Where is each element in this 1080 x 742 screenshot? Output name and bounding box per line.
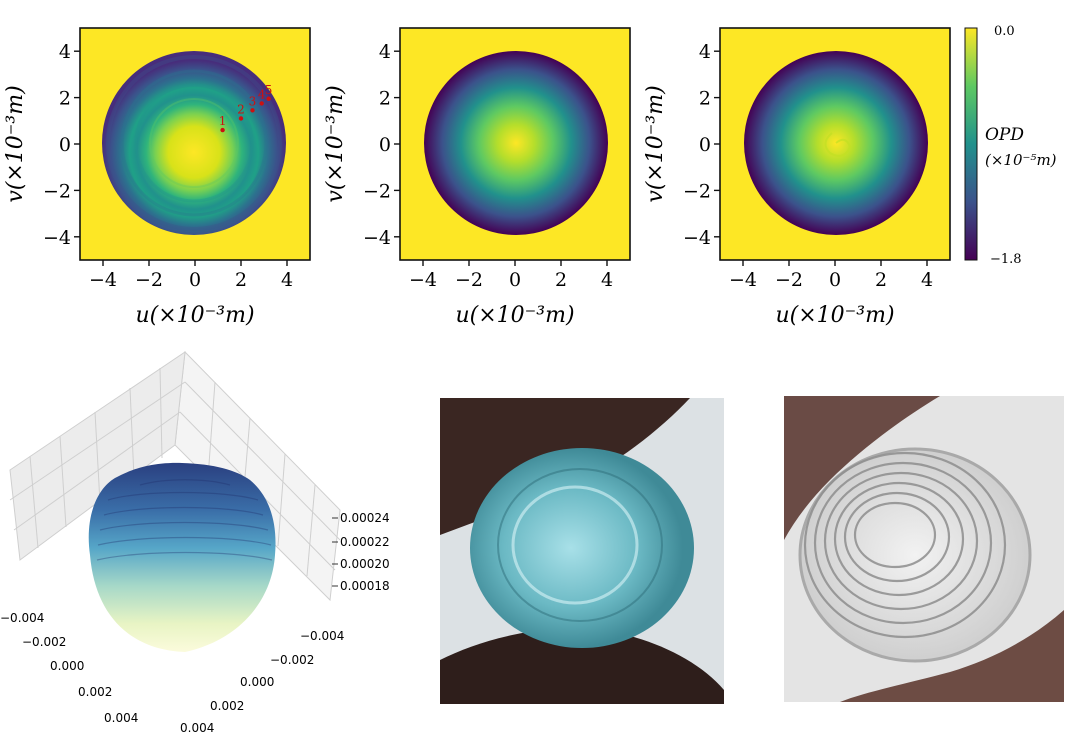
panel-c-x-label: u(×10⁻³m) — [775, 303, 894, 328]
annotation-point — [220, 127, 225, 133]
x-tick-label: −4 — [89, 269, 117, 291]
annotation-label: 4 — [258, 87, 266, 101]
y3d-tick-label: −0.002 — [270, 653, 314, 667]
y-tick-label: 4 — [379, 41, 391, 63]
x-tick-label: −4 — [409, 269, 437, 291]
x-tick-label: −2 — [775, 269, 803, 291]
y-tick-label: 2 — [699, 88, 711, 110]
colorbar-max-label: 0.0 — [994, 24, 1015, 39]
x3d-tick-label: 0.002 — [78, 685, 112, 699]
y-tick-label: 0 — [59, 134, 71, 156]
x-tick-label: 4 — [281, 269, 293, 291]
x3d-tick-label: 0.004 — [104, 711, 138, 725]
lens-photo-blue — [440, 398, 724, 704]
x-tick-label: 2 — [555, 269, 567, 291]
z-tick-label: 0.00018 — [340, 579, 390, 593]
panel-a-annotations: 123 4 5 — [219, 83, 273, 133]
y-tick-label: −2 — [363, 180, 391, 202]
x3d-tick-label: −0.004 — [0, 611, 44, 625]
lens-rings-clear — [803, 451, 1007, 639]
x-tick-label: −2 — [135, 269, 163, 291]
panel-c: −4 −2 0 2 4 420−2−4 u(×10⁻³m) v(×10⁻³m) 0.0 … — [643, 24, 1057, 328]
panel-b-x-label: u(×10⁻³m) — [455, 303, 574, 328]
x-tick-label: 4 — [921, 269, 933, 291]
y-tick-label: 0 — [379, 134, 391, 156]
x3d-tick-label: −0.002 — [22, 635, 66, 649]
y-tick-label: 4 — [59, 41, 71, 63]
panel-d-x-ticks: −0.004 −0.002 0.000 0.002 0.004 — [0, 611, 138, 725]
annotation-point — [238, 116, 244, 121]
panel-c-swirl — [824, 132, 852, 157]
y-tick-label: 2 — [379, 88, 391, 110]
x-tick-label: 0 — [189, 269, 201, 291]
panel-b-y-label: v(×10⁻³m) — [323, 85, 348, 202]
finger-bottom-2 — [840, 610, 1064, 702]
panel-a-x-ticks: −4 −2 0 2 4 — [89, 260, 293, 291]
finger-top-2 — [784, 396, 940, 540]
annotation-point — [250, 108, 255, 113]
x-tick-label: 4 — [601, 269, 613, 291]
y3d-tick-label: 0.002 — [210, 699, 244, 713]
lens-photo-clear — [784, 396, 1064, 702]
y3d-tick-label: 0.004 — [180, 721, 214, 735]
panel-c-x-ticks: −4 −2 0 2 4 — [729, 260, 933, 291]
panel-a-y-label: v(×10⁻³m) — [3, 85, 28, 202]
z-tick-label: 0.00024 — [340, 511, 390, 525]
y-tick-label: 4 — [699, 41, 711, 63]
panel-d-3d-box — [9, 350, 341, 602]
annotation-label: 2 — [237, 102, 245, 116]
y-tick-label: −4 — [363, 227, 391, 249]
colorbar-unit: (×10⁻⁵m) — [985, 151, 1057, 169]
x-tick-label: −2 — [455, 269, 483, 291]
panel-b: −4 −2 0 2 4 4 2 0 −2 −4 u(×10⁻³m) v(×10⁻³m) — [323, 27, 631, 328]
annotation-point — [266, 96, 271, 101]
panel-b-y-ticks: 4 2 0 −2 −4 — [363, 41, 400, 249]
y-tick-label: −2 — [43, 180, 71, 202]
panel-a-y-ticks: 4 2 0 −2 −4 — [43, 41, 80, 249]
x-tick-label: 2 — [875, 269, 887, 291]
panel-d-surface — [88, 462, 276, 652]
y-tick-label: −4 — [683, 227, 711, 249]
y-tick-label: −4 — [43, 227, 71, 249]
x-tick-label: 2 — [235, 269, 247, 291]
panel-c-y-label: v(×10⁻³m) — [643, 85, 668, 202]
x-tick-label: 0 — [509, 269, 521, 291]
x-tick-label: −4 — [729, 269, 757, 291]
panel-d-z-ticks: 0.00024 0.00022 0.00020 0.00018 — [332, 511, 390, 593]
y-tick-label: 2 — [59, 88, 71, 110]
finger-bottom — [440, 627, 724, 704]
y-tick-label: 0 — [699, 134, 711, 156]
panel-a: 123 4 5 −4 −2 0 2 4 420−2−4 u(×10⁻³m) v(×10⁻³m… — [3, 27, 311, 328]
z-tick-label: 0.00020 — [340, 557, 390, 571]
lens-disk-clear — [798, 447, 1032, 663]
annotation-label: 3 — [249, 94, 257, 108]
colorbar-title: OPD — [985, 125, 1024, 145]
panel-a-aperture — [102, 51, 286, 235]
annotation-point — [259, 101, 264, 106]
y3d-tick-label: −0.004 — [300, 629, 344, 643]
panel-a-x-label: u(×10⁻³m) — [135, 303, 254, 328]
colorbar — [964, 27, 978, 261]
z-tick-label: 0.00022 — [340, 535, 390, 549]
panel-c-y-ticks: 4 2 0 −2 −4 — [683, 41, 720, 249]
y-tick-label: −2 — [683, 180, 711, 202]
panel-d-surface-contours — [96, 479, 273, 561]
y3d-tick-label: 0.000 — [240, 675, 274, 689]
panel-b-x-ticks: −4 −2 0 2 4 — [409, 260, 613, 291]
annotation-label: 1 — [219, 114, 227, 128]
x3d-tick-label: 0.000 — [50, 659, 84, 673]
annotation-label: 5 — [265, 83, 273, 97]
panel-b-aperture — [424, 51, 608, 235]
x-tick-label: 0 — [829, 269, 841, 291]
panel-a-rings — [106, 55, 282, 231]
colorbar-min-label: −1.8 — [990, 252, 1022, 267]
panel-d-y-ticks: −0.004 −0.002 0.000 0.002 0.004 — [180, 629, 344, 735]
lens-disk-blue-inner — [511, 485, 639, 605]
lens-disk-blue — [470, 448, 694, 648]
